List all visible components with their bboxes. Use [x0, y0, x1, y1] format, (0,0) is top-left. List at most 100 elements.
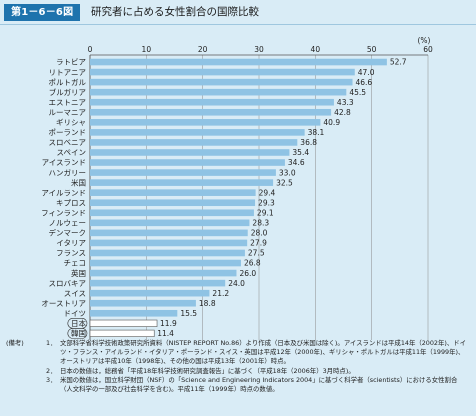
value-label: 27.9: [250, 239, 267, 248]
category-label: オーストリア: [41, 299, 86, 308]
value-label: 29.4: [259, 188, 276, 197]
bar: [90, 249, 245, 257]
category-label: スペイン: [57, 148, 86, 157]
bar: [90, 98, 334, 106]
category-label: ノルウェー: [49, 219, 87, 228]
value-label: 11.9: [160, 319, 177, 328]
bar: [90, 269, 237, 277]
notes-heading: (備考): [6, 339, 24, 347]
value-label: 26.0: [239, 269, 256, 278]
category-label: デンマーク: [49, 228, 87, 238]
category-label: チェコ: [64, 259, 87, 268]
value-label: 34.6: [288, 158, 305, 167]
value-label: 52.7: [390, 58, 407, 67]
bar: [90, 149, 290, 156]
bar: [90, 139, 298, 146]
value-label: 46.6: [356, 78, 373, 87]
note-number: 1．: [46, 339, 57, 347]
bar-chart: 0 10 20 30 40 50 60(%) ラトビア 52.7 リトアニア 47.0 ポルトガル 46…: [41, 36, 433, 340]
x-tick-label: 50: [367, 45, 377, 54]
bar: [89, 329, 155, 337]
unit-label: (%): [418, 36, 431, 45]
highlight-outline: [67, 328, 88, 339]
note-text: 米国の数値は，国立科学財団（NSF）の「Science and Engineer…: [60, 375, 458, 394]
x-tick-label: 60: [423, 45, 433, 54]
x-tick-label: 40: [311, 45, 321, 54]
bar: [90, 129, 305, 136]
category-label: ポーランド: [49, 128, 87, 137]
bar: [90, 219, 250, 227]
bar: [90, 229, 248, 237]
value-label: 43.3: [337, 98, 354, 107]
category-label: アイルランド: [41, 188, 86, 197]
value-label: 45.5: [349, 88, 366, 97]
bar: [90, 78, 353, 86]
category-label: 米国: [71, 177, 86, 187]
value-label: 28.3: [252, 219, 269, 228]
value-label: 36.8: [300, 138, 317, 147]
value-label: 40.9: [323, 118, 340, 127]
bar: [90, 309, 178, 317]
category-label: ギリシャ: [56, 118, 86, 127]
notes-list: 1． 文部科学省科学技術政策研究所資料（NISTEP REPORT No.86）…: [46, 339, 470, 394]
category-label: ブルガリア: [49, 87, 86, 97]
figure-notes: (備考) 1． 文部科学省科学技術政策研究所資料（NISTEP REPORT N…: [6, 339, 470, 394]
bar: [90, 119, 321, 126]
bar: [90, 68, 355, 76]
category-label: ハンガリー: [49, 167, 87, 177]
category-label: リトアニア: [49, 68, 86, 77]
category-label: 英国: [71, 268, 86, 278]
note-number: 2．: [46, 366, 57, 375]
value-label: 24.0: [228, 279, 245, 288]
value-label: 27.5: [248, 249, 265, 258]
note-item: 1． 文部科学省科学技術政策研究所資料（NISTEP REPORT No.86）…: [46, 339, 470, 367]
value-label: 35.4: [292, 148, 309, 157]
header-divider: [0, 24, 476, 25]
category-label: イタリア: [56, 239, 86, 248]
category-label: スイス: [64, 289, 86, 298]
category-label: アイスランド: [42, 158, 86, 167]
category-label: エストニア: [49, 98, 87, 107]
bar: [90, 259, 241, 267]
figure-number-badge: 第1－6－6図: [4, 4, 81, 21]
value-label: 38.1: [308, 128, 325, 137]
bar: [90, 239, 248, 247]
note-item: 2． 日本の数値は，総務省「平成18年科学技術研究調査報告」に基づく（平成18年…: [46, 367, 470, 376]
category-label: 日本: [71, 318, 86, 328]
x-tick-label: 10: [142, 45, 152, 54]
category-label: フィンランド: [41, 208, 86, 217]
value-label: 11.4: [157, 329, 174, 338]
category-label: スロベニア: [49, 138, 87, 147]
value-label: 33.0: [279, 168, 296, 177]
bar: [90, 299, 196, 307]
category-label: ポルトガル: [49, 77, 87, 87]
category-label: フランス: [56, 249, 86, 258]
value-label: 47.0: [358, 68, 375, 77]
bar: [90, 189, 256, 196]
bar: [89, 319, 158, 327]
bar: [90, 169, 276, 176]
category-label: キプロス: [56, 198, 86, 207]
figure-header: 第1－6－6図 研究者に占める女性割合の国際比較: [0, 0, 476, 24]
bar: [90, 289, 210, 297]
category-label: ドイツ: [64, 309, 87, 318]
note-text: 文部科学省科学技術政策研究所資料（NISTEP REPORT No.86）より作…: [60, 339, 467, 366]
category-label: 韓国: [71, 328, 86, 338]
note-text: 日本の数値は，総務省「平成18年科学技術研究調査報告」に基づく（平成18年（20…: [60, 366, 355, 375]
bar: [90, 58, 387, 66]
note-number: 3．: [46, 375, 57, 384]
category-label: ルーマニア: [49, 108, 87, 117]
value-label: 42.8: [334, 108, 351, 117]
value-label: 29.3: [258, 198, 275, 207]
bar: [90, 179, 274, 186]
value-label: 26.8: [244, 259, 261, 268]
value-label: 15.5: [180, 309, 197, 318]
bar: [90, 279, 226, 287]
note-item: 3． 米国の数値は，国立科学財団（NSF）の「Science and Engin…: [46, 376, 470, 394]
value-label: 18.8: [199, 299, 216, 308]
value-label: 21.2: [212, 289, 229, 298]
category-label: ラトビア: [56, 58, 86, 67]
bar: [90, 88, 347, 96]
notes-block: (備考) 1． 文部科学省科学技術政策研究所資料（NISTEP REPORT N…: [6, 339, 470, 394]
